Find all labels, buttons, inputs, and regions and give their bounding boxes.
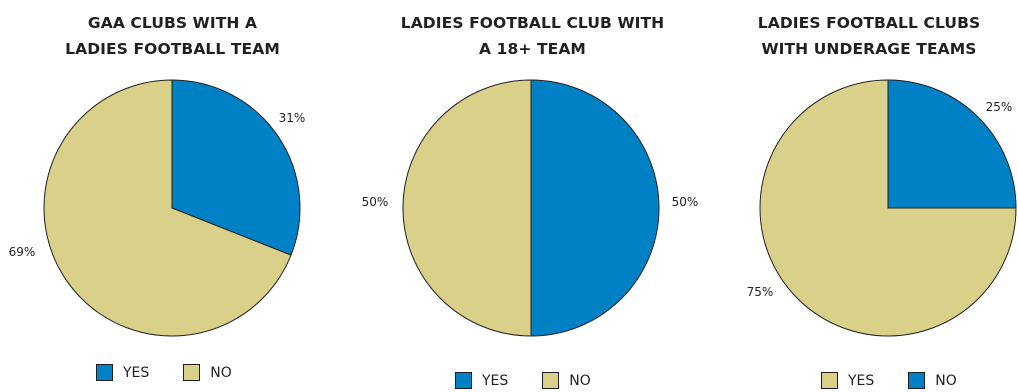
legend-item-yes: YES [821,372,874,389]
pie-chart: 25% 75% [747,79,1017,337]
chart-title-line-2: WITH UNDERAGE TEAMS [761,40,977,58]
chart-legend: YES NO [821,372,957,389]
chart-panel-gaa-clubs: GAA CLUBS WITH A LADIES FOOTBALL TEAM 31… [0,0,345,392]
legend-item-no: NO [183,364,232,381]
slice-label-no: 69% [9,245,36,259]
pie-slice-no [887,79,1017,209]
legend-swatch-no [542,372,560,389]
legend-label-yes: YES [848,372,875,389]
legend-swatch-no [183,364,201,381]
slice-label-no: 25% [986,100,1013,114]
chart-title: GAA CLUBS WITH A LADIES FOOTBALL TEAM [0,10,345,62]
legend-item-no: NO [908,372,957,389]
legend-label-yes: YES [123,364,150,381]
legend-label-no: NO [935,372,957,389]
pie-slice-yes [530,79,660,337]
pie-slice-no [43,79,292,337]
chart-title-line-1: GAA CLUBS WITH A [87,14,258,32]
chart-title: LADIES FOOTBALL CLUB WITH A 18+ TEAM [345,10,720,62]
slice-label-yes: 31% [279,111,306,125]
legend-item-yes: YES [96,364,149,381]
pie-chart: 50% 50% [362,79,699,337]
slice-label-yes: 75% [747,285,774,299]
pie-slice-yes [171,79,301,256]
chart-panel-underage-teams: LADIES FOOTBALL CLUBS WITH UNDERAGE TEAM… [720,0,1018,392]
chart-legend: YES NO [455,372,591,389]
legend-swatch-yes [96,364,113,381]
chart-title-line-1: LADIES FOOTBALL CLUB WITH [400,14,665,32]
chart-legend: YES NO [96,364,232,381]
legend-swatch-yes [455,372,472,389]
slice-label-yes: 50% [672,195,699,209]
legend-swatch-yes [821,372,838,389]
pie-chart: 31% 69% [9,79,306,337]
legend-label-yes: YES [482,372,509,389]
chart-title-line-1: LADIES FOOTBALL CLUBS [757,14,981,32]
legend-label-no: NO [569,372,591,389]
legend-swatch-no [908,372,926,389]
chart-panel-18-plus-team: LADIES FOOTBALL CLUB WITH A 18+ TEAM 50%… [345,0,720,392]
pie-slice-no [402,79,532,337]
legend-item-yes: YES [455,372,508,389]
chart-title-line-2: LADIES FOOTBALL TEAM [65,40,280,58]
pie-slice-yes [759,79,1017,337]
chart-title: LADIES FOOTBALL CLUBS WITH UNDERAGE TEAM… [720,10,1018,62]
legend-item-no: NO [542,372,591,389]
chart-title-line-2: A 18+ TEAM [479,40,586,58]
legend-label-no: NO [210,364,232,381]
slice-label-no: 50% [362,195,389,209]
